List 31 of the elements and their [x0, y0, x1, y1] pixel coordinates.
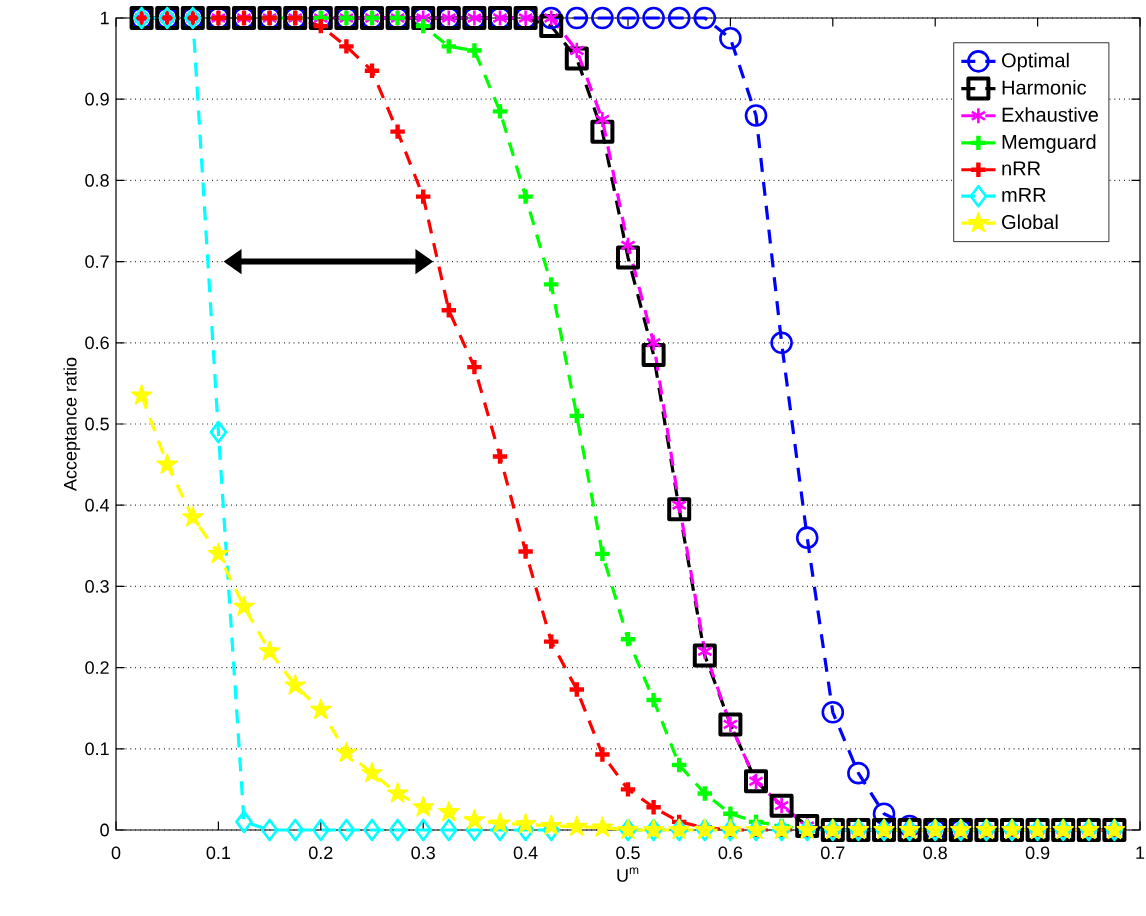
x-tick-label: 0.3 — [411, 846, 435, 860]
y-tick-label: 1 — [100, 11, 109, 25]
legend-label: Memguard — [1002, 134, 1096, 153]
x-tick-label: 0.8 — [923, 846, 947, 860]
y-tick-label: 0.8 — [85, 174, 109, 187]
legend-label: Optimal — [1002, 52, 1069, 72]
legend-label: Global — [1002, 214, 1058, 230]
y-tick-label: 0.4 — [85, 498, 110, 512]
y-tick-label: 0.2 — [85, 661, 109, 674]
x-tick-label: 0.5 — [616, 846, 640, 860]
legend-label: Harmonic — [1002, 79, 1087, 95]
y-axis-title: Acceptance ratio — [63, 357, 81, 491]
legend-label: nRR — [1002, 161, 1041, 176]
x-tick-label: 1 — [1136, 846, 1145, 859]
x-tick-label: 0.9 — [1025, 846, 1050, 860]
x-tick-label: 0.6 — [718, 846, 743, 860]
y-tick-label: 0.5 — [85, 417, 109, 431]
x-tick-label: 0.1 — [206, 846, 231, 860]
x-tick-label: 0.7 — [820, 846, 845, 860]
y-tick-label: 0.3 — [85, 580, 109, 593]
y-tick-label: 0.1 — [85, 742, 109, 756]
x-tick-label: 0 — [111, 846, 121, 860]
y-tick-label: 0.6 — [85, 336, 109, 350]
y-tick-label: 0 — [100, 823, 109, 837]
y-tick-label: 0.7 — [85, 255, 109, 268]
x-tick-label: 0.2 — [308, 846, 333, 860]
y-tick-label: 0.9 — [85, 92, 109, 106]
x-tick-label: 0.4 — [513, 846, 538, 860]
legend-label: mRR — [1002, 187, 1046, 202]
legend-label: Exhaustive — [1002, 107, 1098, 122]
x-axis-title: U$^{m}$ — [617, 867, 639, 882]
